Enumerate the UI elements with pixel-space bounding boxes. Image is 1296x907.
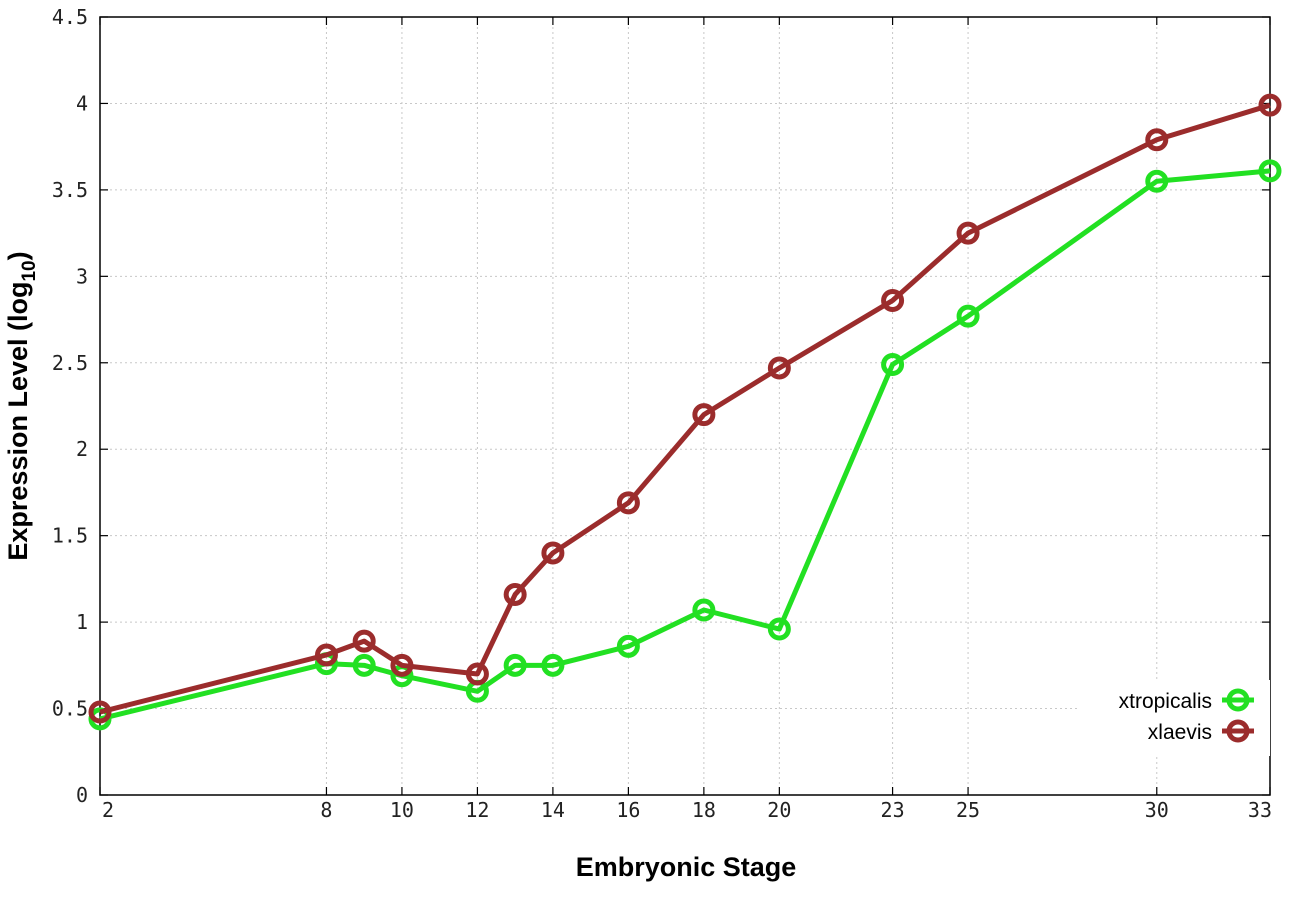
data-point-xtropicalis xyxy=(692,598,716,622)
data-point-xlaevis xyxy=(881,289,905,313)
data-point-xtropicalis xyxy=(1145,169,1169,193)
y-tick-label: 3 xyxy=(76,264,88,288)
series-xtropicalis xyxy=(88,159,1282,731)
data-point-xlaevis xyxy=(767,356,791,380)
y-tick-label: 2 xyxy=(76,437,88,461)
y-tick-label: 0.5 xyxy=(52,697,88,721)
y-tick-label: 1 xyxy=(76,610,88,634)
grid xyxy=(100,17,1270,795)
series-layer xyxy=(88,93,1282,731)
x-tick-label: 18 xyxy=(692,798,716,822)
data-point-xlaevis xyxy=(352,629,376,653)
series-xlaevis xyxy=(88,93,1282,724)
data-point-xtropicalis xyxy=(881,353,905,377)
x-axis-title: Embryonic Stage xyxy=(576,852,797,882)
legend: xtropicalis xlaevis xyxy=(1080,680,1270,756)
data-point-xlaevis xyxy=(616,491,640,515)
x-tick-label: 23 xyxy=(881,798,905,822)
x-tick-label: 12 xyxy=(465,798,489,822)
y-tick-label: 4.5 xyxy=(52,5,88,29)
y-tick-label: 4 xyxy=(76,91,88,115)
y-axis-title-main: Expression Level (log xyxy=(3,282,33,561)
data-point-xtropicalis xyxy=(1258,159,1282,183)
data-point-xlaevis xyxy=(541,541,565,565)
x-tick-label: 33 xyxy=(1248,798,1272,822)
legend-marker-xtropicalis xyxy=(1226,688,1250,712)
data-point-xlaevis xyxy=(1258,93,1282,117)
y-axis-title-close: ) xyxy=(3,251,33,260)
plot-frame xyxy=(99,16,1271,796)
x-tick-label: 16 xyxy=(616,798,640,822)
y-tick-label: 2.5 xyxy=(52,351,88,375)
legend-marker-xlaevis xyxy=(1226,719,1250,743)
x-tick-label: 20 xyxy=(767,798,791,822)
legend-item-xtropicalis: xtropicalis xyxy=(1119,688,1254,713)
y-axis-title-subscript: 10 xyxy=(19,260,40,281)
data-point-xtropicalis xyxy=(352,653,376,677)
data-point-xtropicalis xyxy=(767,617,791,641)
data-point-xtropicalis xyxy=(956,304,980,328)
y-tick-label: 0 xyxy=(76,783,88,807)
legend-label-xtropicalis: xtropicalis xyxy=(1119,690,1212,713)
data-point-xlaevis xyxy=(314,643,338,667)
data-point-xtropicalis xyxy=(503,653,527,677)
x-tick-label: 25 xyxy=(956,798,980,822)
y-tick-label: 1.5 xyxy=(52,524,88,548)
data-point-xtropicalis xyxy=(541,653,565,677)
data-point-xtropicalis xyxy=(616,634,640,658)
x-tick-label: 2 xyxy=(102,798,114,822)
axis-ticks: 2 8 10 12 14 16 18 20 23 25 30 33 0 0.5 1 1.5 2 2.5 3 3.5 4 4… xyxy=(52,5,1272,822)
data-point-xlaevis xyxy=(390,653,414,677)
x-tick-label: 30 xyxy=(1145,798,1169,822)
data-point-xlaevis xyxy=(692,403,716,427)
data-point-xlaevis xyxy=(88,700,112,724)
data-point-xlaevis xyxy=(956,221,980,245)
data-point-xlaevis xyxy=(503,582,527,606)
y-tick-label: 3.5 xyxy=(52,178,88,202)
x-tick-label: 10 xyxy=(390,798,414,822)
legend-label-xlaevis: xlaevis xyxy=(1148,721,1212,744)
data-point-xlaevis xyxy=(465,662,489,686)
x-tick-label: 8 xyxy=(320,798,332,822)
data-point-xlaevis xyxy=(1145,128,1169,152)
y-axis-title: Expression Level (log10) xyxy=(3,251,40,560)
x-tick-label: 14 xyxy=(541,798,565,822)
legend-item-xlaevis: xlaevis xyxy=(1148,719,1254,744)
series-line-xtropicalis xyxy=(99,168,1271,722)
